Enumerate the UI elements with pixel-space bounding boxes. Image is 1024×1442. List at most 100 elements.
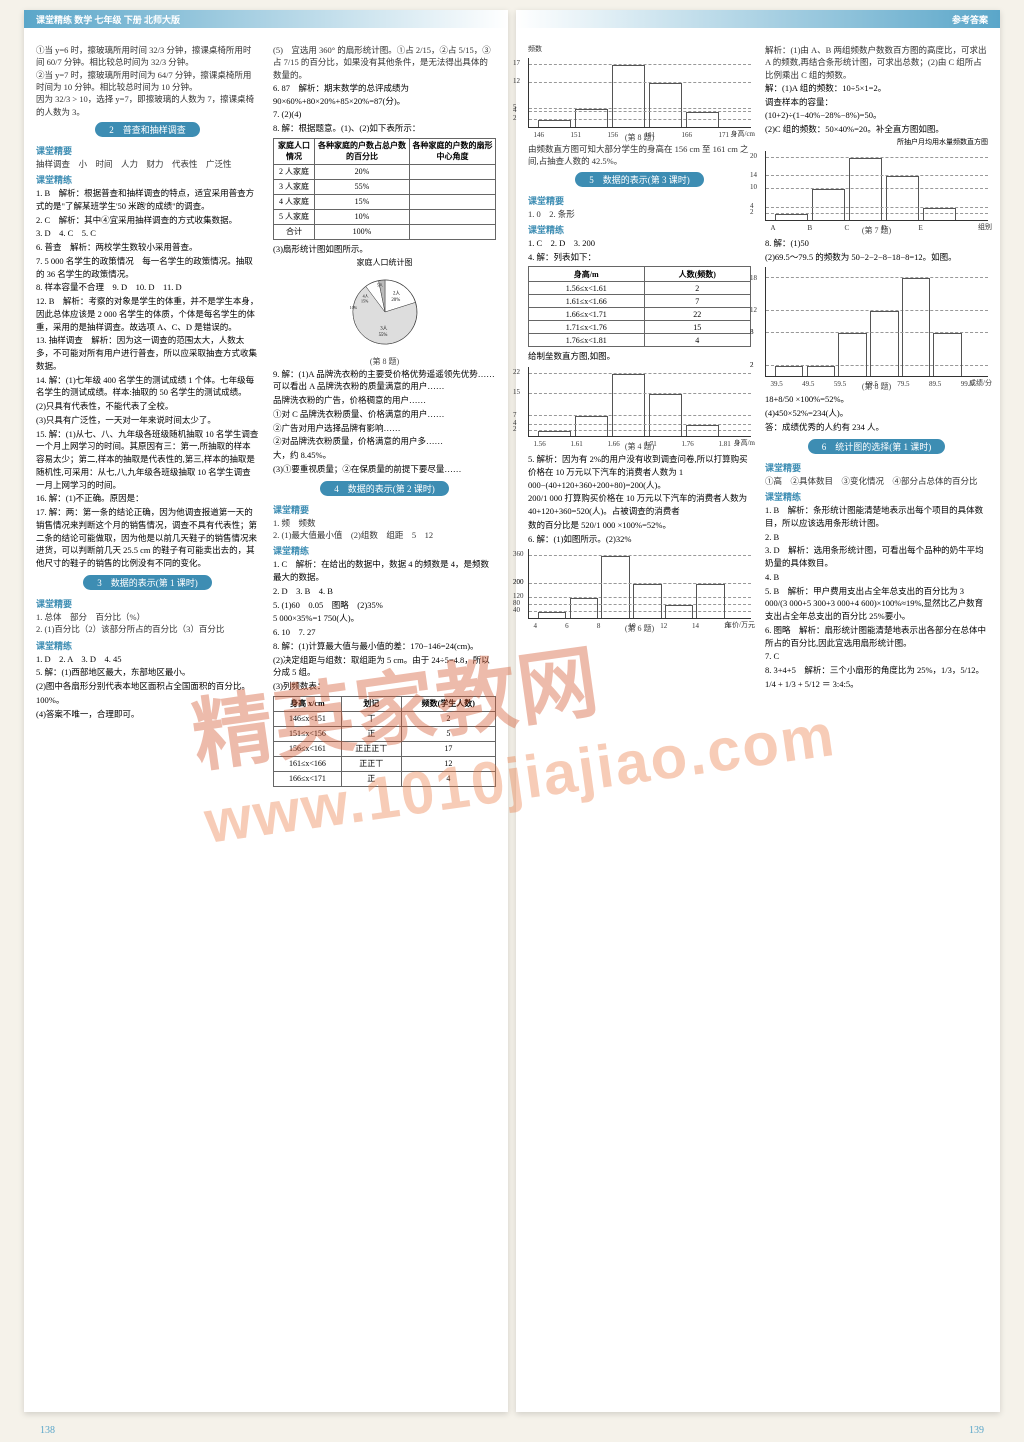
q7-intro: 解析：(1)由 A、B 两组频数户数数百方图的高度比，可求出 A 的频数,再结合… [765, 44, 988, 81]
histogram-bar [696, 584, 725, 619]
answer: 5. 解析：因为有 2%的用户没有收到调查问卷,所以打算购买价格在 10 万元以… [528, 453, 751, 491]
section3-title: 3 数据的表示(第 1 课时) [83, 575, 212, 590]
td: 1.76≤x<1.81 [529, 334, 645, 347]
y-tick-label: 14 [750, 171, 757, 179]
th: 身高/m [529, 267, 645, 282]
histogram-bar [538, 431, 571, 437]
svg-text:3人: 3人 [380, 325, 387, 331]
keypoints6: ①高 ②具体数目 ③变化情况 ④部分占总体的百分比 [765, 475, 988, 487]
th: 身高 x/cm [274, 696, 342, 711]
answer: 2. C 解析：其中④宜采用抽样调查的方式收集数据。 [36, 214, 259, 227]
right-header-title: 参考答案 [952, 13, 988, 26]
th: 各种家庭的户数的扇形中心角度 [409, 138, 495, 164]
x-tick-label: E [918, 224, 922, 232]
chart7-caption: (第 7 题) [765, 225, 988, 236]
histogram-bar [775, 366, 804, 377]
td: 4 人家庭 [274, 194, 315, 209]
keypoints4-label: 课堂精要 [273, 503, 496, 516]
histogram-bar [886, 176, 919, 219]
histogram-bar [633, 584, 662, 619]
keypoints5-label: 课堂精要 [528, 194, 751, 207]
x-axis-unit: 身高/cm [731, 129, 756, 139]
histogram-bar [665, 605, 694, 619]
td [409, 179, 495, 194]
practice5-label: 课堂精练 [528, 223, 751, 236]
x-tick-label: 49.5 [802, 380, 814, 388]
x-tick-label: 59.5 [834, 380, 846, 388]
x-tick-label: 151 [570, 131, 581, 139]
x-tick-label: 161 [644, 131, 655, 139]
answer: 1. D 2. A 3. D 4. 45 [36, 653, 259, 666]
answer: 200/1 000 打算购买价格在 10 万元以下汽车的消费者人数为 40+12… [528, 492, 751, 518]
intro-line: ②当 y=7 时，擦玻璃所用时间为 64/7 分钟，擦课桌椅所用时间为 10 分… [36, 69, 259, 94]
td [409, 209, 495, 224]
th: 各种家庭的户数占总户数的百分比 [315, 138, 410, 164]
answer: 答：成绩优秀的人约有 234 人。 [765, 421, 988, 434]
x-tick-label: 166 [681, 131, 692, 139]
practice-label: 课堂精练 [36, 173, 259, 186]
keypoints3: 1. 总体 部分 百分比（%） [36, 611, 259, 623]
histogram-bar [612, 65, 645, 127]
answer: 解：(1)A 组的频数：10÷5×1=2。 [765, 82, 988, 95]
histogram-bar [870, 311, 899, 376]
td: 55% [315, 179, 410, 194]
answer: 8. 解：(1)计算最大值与最小值的差：170−146=24(cm)。 [273, 640, 496, 653]
svg-text:10%: 10% [349, 304, 357, 309]
td: 5 人家庭 [274, 209, 315, 224]
chart8-histogram: 39.5249.5259.5869.51279.51889.5899.5成绩/分 [765, 267, 988, 377]
td: 正 [341, 771, 401, 786]
answer: 18+8/50 ×100%=52%。 [765, 393, 988, 406]
y-tick-label: 12 [750, 306, 757, 314]
y-tick-label: 8 [750, 328, 754, 336]
td: 166≤x<171 [274, 771, 342, 786]
y-tick-label: 22 [513, 368, 520, 376]
histogram-bar [923, 208, 956, 220]
y-tick-label: 10 [750, 183, 757, 191]
td: 合计 [274, 224, 315, 239]
x-tick-label: 1.61 [570, 440, 582, 448]
y-tick-label: 360 [513, 550, 524, 558]
section5-title: 5 数据的表示(第 3 课时) [575, 172, 704, 187]
answer: 6. 解：(1)如图所示。(2)32% [528, 533, 751, 546]
x-tick-label: 14 [692, 622, 699, 630]
keypoints-label: 课堂精要 [36, 144, 259, 157]
td: 正正正丅 [341, 741, 401, 756]
x-tick-label: 1.71 [644, 440, 656, 448]
answer: ②广告对用户选择品牌有影响…… [273, 422, 496, 435]
answer: 7. (2)(4) [273, 108, 496, 121]
pie-intro: (3)扇形统计图如图所示。 [273, 243, 496, 256]
td: 15% [315, 194, 410, 209]
y-tick-label: 4 [513, 106, 517, 114]
answer: 1. C 2. D 3. 200 [528, 237, 751, 250]
answer: (4)答案不唯一，合理即可。 [36, 708, 259, 721]
keypoints5: 1. 0 2. 条形 [528, 208, 751, 220]
y-tick-label: 17 [513, 59, 520, 67]
td: 20% [315, 164, 410, 179]
histogram-bar [686, 112, 719, 127]
keypoints3-label: 课堂精要 [36, 597, 259, 610]
pie-title: 家庭人口统计图 [273, 257, 496, 268]
keypoints4: 1. 频 频数 [273, 517, 496, 529]
histogram-bar [649, 83, 682, 127]
td: 正 [341, 726, 401, 741]
practice3-label: 课堂精练 [36, 639, 259, 652]
x-axis-unit: 身高/m [734, 438, 755, 448]
y-tick-label: 15 [513, 388, 520, 396]
answer: 100%。 [36, 694, 259, 707]
x-tick-label: A [770, 224, 775, 232]
chart2-histogram: 1.5621.6171.66221.71151.7641.81身高/m [528, 367, 751, 437]
answer: 14. 解：(1)七年级 400 名学生的测试成绩 1 个体。七年级每名学生的测… [36, 374, 259, 400]
histogram-bar [775, 214, 808, 220]
td: 4 [401, 771, 495, 786]
chart3-histogram: 440612083601020012801420016车价/万元 [528, 549, 751, 619]
x-tick-label: B [807, 224, 812, 232]
answer: 8. 解：(1)50 [765, 237, 988, 250]
answer: 3. D 解析：选用条形统计图，可看出每个品种的奶牛平均奶量的具体数目。 [765, 544, 988, 570]
answer: ②对品牌洗衣粉质量，价格满意的用户多…… [273, 435, 496, 448]
x-tick-label: 8 [597, 622, 601, 630]
answer: (2)决定组距与组数：取组距为 5 cm。由于 24÷5=4.8，所以分成 5 … [273, 654, 496, 680]
right-header: 参考答案 [516, 10, 1000, 28]
answer: 16. 解：(1)不正确。原因是： [36, 492, 259, 505]
answer: (2)只具有代表性，不能代表了全校。 [36, 400, 259, 413]
answer: ①对 C 品牌洗衣粉质量、价格满意的用户…… [273, 408, 496, 421]
